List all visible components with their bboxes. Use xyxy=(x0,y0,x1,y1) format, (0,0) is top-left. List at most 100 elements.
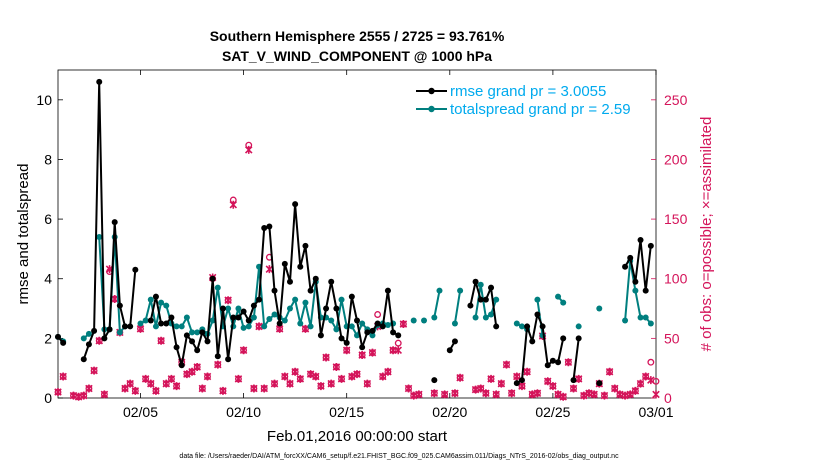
assimilated-point xyxy=(610,384,619,393)
assimilated-point xyxy=(518,382,526,391)
assimilated-point xyxy=(152,386,160,395)
totalspread-point xyxy=(333,326,340,333)
rmse-point xyxy=(472,278,479,285)
rmse-point xyxy=(214,353,221,360)
assimilated-point xyxy=(317,382,325,391)
assimilated-point xyxy=(183,370,191,379)
x-tick-label: 02/15 xyxy=(329,404,364,420)
totalspread-line xyxy=(536,299,544,336)
totalspread-point xyxy=(451,320,458,327)
rmse-point xyxy=(209,275,216,282)
possible-point xyxy=(374,311,382,318)
rmse-point xyxy=(328,278,335,285)
assimilated-point xyxy=(600,391,609,400)
rmse-point xyxy=(488,284,495,291)
totalspread-point xyxy=(235,305,242,312)
assimilated-point xyxy=(332,362,341,371)
assimilated-point xyxy=(631,386,640,395)
rmse-point xyxy=(333,305,340,312)
totalspread-point xyxy=(560,299,567,306)
rmse-point xyxy=(493,323,500,330)
totalspread-line xyxy=(453,290,462,324)
totalspread-point xyxy=(80,335,87,342)
assimilated-point xyxy=(198,384,207,393)
assimilated-point xyxy=(229,200,238,209)
assimilated-point xyxy=(652,390,660,399)
y-right-tick-label: 250 xyxy=(664,92,688,108)
rmse-point xyxy=(147,317,154,324)
assimilated-point xyxy=(641,372,650,381)
rmse-point xyxy=(276,320,283,327)
rmse-line xyxy=(82,80,137,360)
totalspread-point xyxy=(477,281,484,288)
rmse-point xyxy=(622,263,629,270)
rmse-point xyxy=(132,266,139,273)
totalspread-point xyxy=(142,317,149,324)
rmse-point xyxy=(364,329,371,336)
rmse-point xyxy=(235,314,242,321)
x-tick-label: 02/25 xyxy=(535,404,570,420)
y-tick-label: 2 xyxy=(44,330,52,346)
totalspread-point xyxy=(147,296,154,303)
assimilated-point xyxy=(559,392,567,401)
totalspread-point xyxy=(194,329,201,336)
rmse-point xyxy=(379,323,386,330)
legend-spread-marker xyxy=(428,105,435,113)
rmse-point xyxy=(168,314,175,321)
rmse-point xyxy=(106,326,113,333)
rmse-point xyxy=(194,347,201,354)
totalspread-point xyxy=(261,323,268,330)
totalspread-point xyxy=(214,284,221,291)
legend-spread-label: totalspread grand pr = 2.59 xyxy=(450,101,631,118)
assimilated-point xyxy=(590,390,598,399)
totalspread-point xyxy=(493,296,500,303)
rmse-point xyxy=(122,323,129,330)
rmse-point xyxy=(544,362,551,369)
assimilated-point xyxy=(554,390,562,399)
rmse-line xyxy=(149,203,399,367)
rmse-point xyxy=(518,377,525,384)
y-axis-right-label: # of obs: o=possible; ×=assimilated xyxy=(698,117,715,352)
assimilated-point xyxy=(80,391,88,400)
totalspread-point xyxy=(328,317,335,324)
totalspread-point xyxy=(348,323,355,330)
possible-point xyxy=(647,358,655,366)
assimilated-point xyxy=(90,366,98,375)
y-tick-label: 8 xyxy=(44,151,52,167)
rmse-point xyxy=(647,242,654,249)
rmse-point xyxy=(307,287,314,294)
assimilated-point xyxy=(384,367,392,376)
rmse-point xyxy=(482,296,489,303)
rmse-point xyxy=(266,223,273,230)
totalspread-point xyxy=(436,287,443,294)
rmse-point xyxy=(560,335,567,342)
assimilated-point xyxy=(286,379,294,388)
assimilated-point xyxy=(456,373,464,382)
totalspread-point xyxy=(354,332,360,339)
legend-rmse-marker xyxy=(428,87,435,95)
rmse-point xyxy=(245,317,252,324)
totalspread-point xyxy=(209,317,216,324)
y-tick-label: 4 xyxy=(44,271,52,287)
rmse-point xyxy=(116,302,123,309)
rmse-point xyxy=(446,347,453,354)
rmse-point xyxy=(204,338,211,345)
totalspread-point xyxy=(457,287,464,294)
chart-subtitle: SAT_V_WIND_COMPONENT @ 1000 hPa xyxy=(222,48,492,64)
assimilated-point xyxy=(487,374,495,383)
assimilated-point xyxy=(626,390,634,399)
assimilated-point xyxy=(306,370,315,379)
y-right-tick-label: 100 xyxy=(664,271,688,287)
footnote: data file: /Users/raeder/DAI/ATM_forcXX/… xyxy=(179,453,619,460)
assimilated-point xyxy=(265,265,274,274)
assimilated-point xyxy=(533,389,542,398)
totalspread-point xyxy=(431,314,438,321)
totalspread-point xyxy=(488,311,495,318)
totalspread-point xyxy=(183,314,190,321)
totalspread-point xyxy=(292,296,299,303)
rmse-point xyxy=(178,362,185,369)
assimilated-point xyxy=(126,379,134,388)
rmse-point xyxy=(173,344,180,351)
assimilated-point xyxy=(193,362,201,371)
